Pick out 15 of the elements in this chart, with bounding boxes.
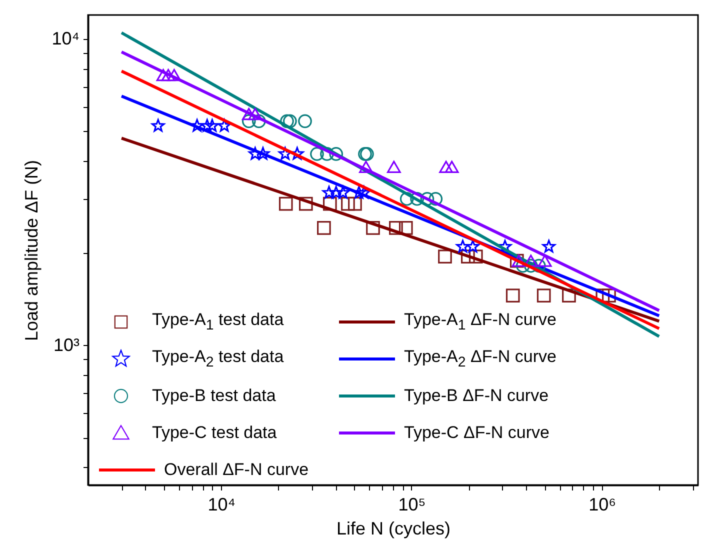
legend-label: Type-A$_{2}$ test data: [152, 346, 284, 370]
legend-label: Type-A$_{1}$ test data: [152, 310, 284, 334]
x-tick-label: 10⁴: [208, 494, 236, 514]
y-tick-label: 10³: [53, 334, 80, 355]
legend-label: Overall ΔF-N curve: [164, 460, 309, 480]
x-axis-title: Life N (cycles): [336, 518, 451, 538]
x-tick-label: 10⁶: [588, 494, 616, 514]
x-tick-label: 10⁵: [398, 494, 426, 514]
y-axis-title: Load amplitude ΔF (N): [22, 160, 42, 342]
legend-label: Type-C ΔF-N curve: [404, 422, 550, 442]
legend-label: Type-B ΔF-N curve: [404, 386, 549, 406]
legend-label: Type-A$_{1}$ ΔF-N curve: [404, 310, 556, 334]
legend-label: Type-A$_{2}$ ΔF-N curve: [404, 346, 556, 370]
legend-label: Type-C test data: [152, 422, 277, 442]
legend-label: Type-B test data: [152, 386, 276, 406]
